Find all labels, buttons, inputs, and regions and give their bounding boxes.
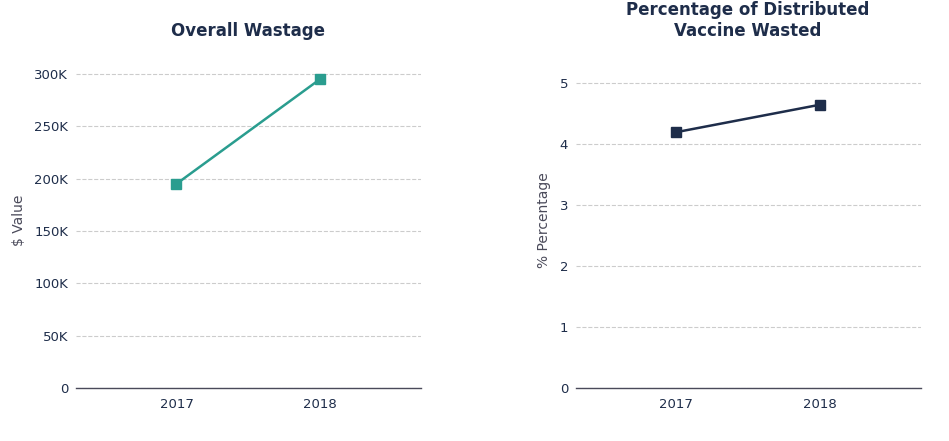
Y-axis label: % Percentage: % Percentage (537, 172, 551, 269)
Title: Overall Wastage: Overall Wastage (171, 22, 326, 40)
Title: Percentage of Distributed
Vaccine Wasted: Percentage of Distributed Vaccine Wasted (626, 1, 870, 40)
Y-axis label: $ Value: $ Value (12, 195, 26, 246)
